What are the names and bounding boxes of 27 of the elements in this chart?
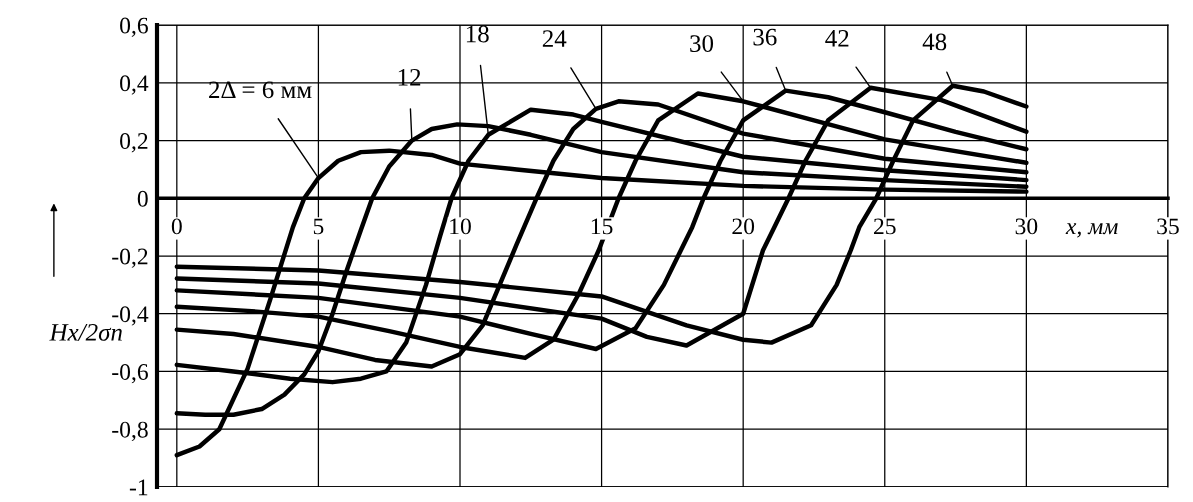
y-tick-label: 0,6 (120, 17, 148, 37)
x-tick-label: 10 (450, 218, 471, 235)
series-label: 48 (922, 33, 947, 51)
y-tick-label: -1 (129, 479, 148, 496)
y-tick-label: -0,4 (112, 306, 149, 326)
y-tick-label: 0,4 (120, 75, 149, 95)
x-tick-label: 0 (171, 218, 182, 235)
series-label: 12 (398, 68, 421, 86)
x-axis-title: x, мм (1065, 223, 1118, 238)
y-tick-label: -0,8 (112, 421, 148, 442)
text: 2Δ = 6 мм (209, 81, 312, 99)
series-label: 36 (753, 28, 777, 46)
x-tick-label: 15 (591, 218, 613, 235)
y-axis-title: Hx/2σn (49, 323, 122, 341)
x-tick-label: 5 (313, 218, 324, 235)
x-tick-label: 30 (1015, 218, 1038, 235)
series-label: 42 (825, 29, 849, 47)
series-label: 30 (690, 35, 714, 53)
y-tick-label: 0,2 (120, 133, 148, 153)
y-tick-label: -0,6 (112, 363, 148, 384)
text: 24 (542, 30, 567, 47)
text: 18 (466, 25, 489, 43)
y-tick-label: 0 (137, 190, 148, 207)
x-tick-label: 35 (1157, 218, 1179, 235)
y-tick-label: -0,2 (112, 248, 148, 268)
x-tick-label: 20 (732, 218, 755, 235)
x-tick-label: 25 (874, 218, 896, 235)
